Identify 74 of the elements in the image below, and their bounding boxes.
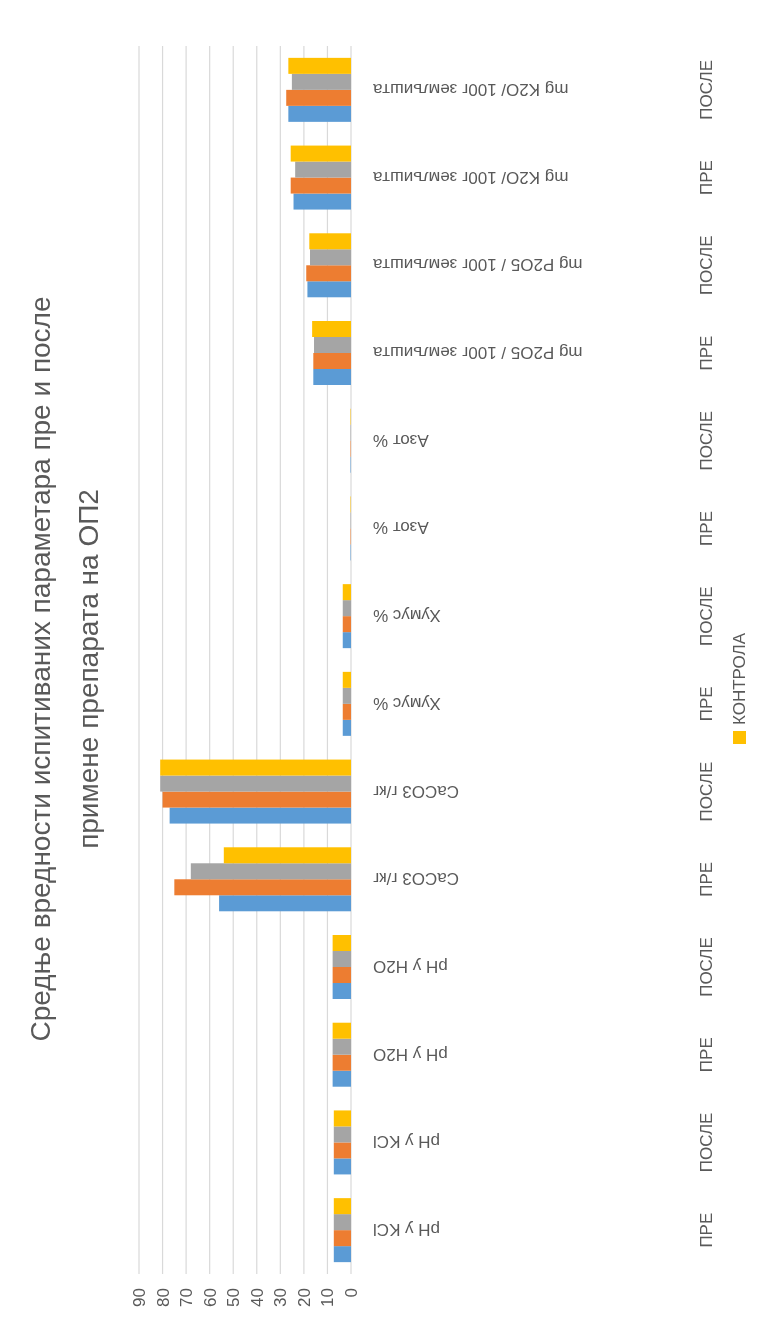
category-label: mg K2O/ 100г земљишта ПРЕ xyxy=(373,160,716,196)
bar xyxy=(162,791,351,808)
bar xyxy=(314,337,351,353)
category-label: CaCO3 г/кг ПОСЛЕ xyxy=(373,761,716,822)
category-label: mg K2O/ 100г земљишта ПОСЛЕ xyxy=(373,60,716,120)
bar xyxy=(307,281,351,298)
category-label: Азот % ПОСЛЕ xyxy=(373,410,716,471)
bar xyxy=(332,1022,351,1039)
x-tick-label: 60 xyxy=(200,1288,220,1307)
bar xyxy=(174,879,351,896)
category-label: mg P2O5 / 100г земљишта ПОСЛЕ xyxy=(373,235,716,296)
bar xyxy=(342,719,351,736)
category-label: pH у KCl ПРЕ xyxy=(373,1212,716,1248)
x-tick-label: 10 xyxy=(318,1288,338,1307)
bar xyxy=(288,105,351,122)
bar xyxy=(309,233,351,250)
bar xyxy=(169,807,351,824)
bar xyxy=(310,249,351,266)
bar xyxy=(306,265,351,282)
bar xyxy=(342,584,351,601)
category-label: pH у H2O ПРЕ xyxy=(373,1037,716,1073)
x-tick-label: 20 xyxy=(294,1288,314,1307)
bar xyxy=(190,863,351,880)
bar xyxy=(332,967,351,983)
category-label: pH у KCl ПОСЛЕ xyxy=(373,1112,716,1173)
bar xyxy=(332,1070,351,1087)
bar xyxy=(342,632,351,649)
bar xyxy=(313,369,351,385)
bar xyxy=(223,847,351,864)
category-label: Азот % ПРЕ xyxy=(373,510,716,546)
bar xyxy=(333,1110,351,1127)
bar xyxy=(313,353,351,369)
bar xyxy=(342,671,351,688)
bar xyxy=(333,1126,351,1143)
category-label: Хумус % ПОСЛЕ xyxy=(373,586,716,646)
x-tick-label: 80 xyxy=(153,1288,173,1307)
bar xyxy=(332,1054,351,1071)
x-tick-label: 0 xyxy=(341,1288,361,1298)
bar xyxy=(295,161,351,178)
bar xyxy=(342,687,351,704)
x-tick-label: 40 xyxy=(247,1288,267,1307)
x-tick-label: 30 xyxy=(271,1288,291,1307)
bar xyxy=(333,1158,351,1175)
x-tick-label: 70 xyxy=(177,1288,197,1307)
bar xyxy=(219,895,351,912)
category-label: Хумус % ПРЕ xyxy=(373,686,716,722)
bar xyxy=(333,1230,351,1247)
bar xyxy=(160,759,351,776)
bar xyxy=(332,935,351,951)
bar xyxy=(332,951,351,967)
bar xyxy=(333,1198,351,1215)
bar xyxy=(333,1142,351,1159)
bar xyxy=(291,73,351,90)
x-tick-label: 50 xyxy=(224,1288,244,1307)
bar xyxy=(342,616,351,633)
x-tick-label: 90 xyxy=(129,1288,149,1307)
bar xyxy=(332,983,351,999)
bar xyxy=(312,321,351,337)
bar xyxy=(333,1246,351,1263)
text: КОНТРОЛА xyxy=(730,632,749,725)
category-label: CaCO3 г/кг ПРЕ xyxy=(373,861,716,897)
bar xyxy=(293,193,351,210)
bar xyxy=(286,89,351,106)
bar xyxy=(342,600,351,617)
category-label: pH у H2O ПОСЛЕ xyxy=(373,937,716,997)
bar xyxy=(290,177,351,194)
bar xyxy=(333,1214,351,1231)
bar xyxy=(342,703,351,720)
bar xyxy=(160,775,351,792)
text: Средње вредности испитиваних параметара пре и после примене препарата на ОП2 xyxy=(25,296,104,1042)
category-label: mg P2O5 / 100г земљишта ПРЕ xyxy=(373,335,716,371)
bar xyxy=(290,145,351,162)
bar xyxy=(288,57,351,74)
bar xyxy=(332,1038,351,1055)
